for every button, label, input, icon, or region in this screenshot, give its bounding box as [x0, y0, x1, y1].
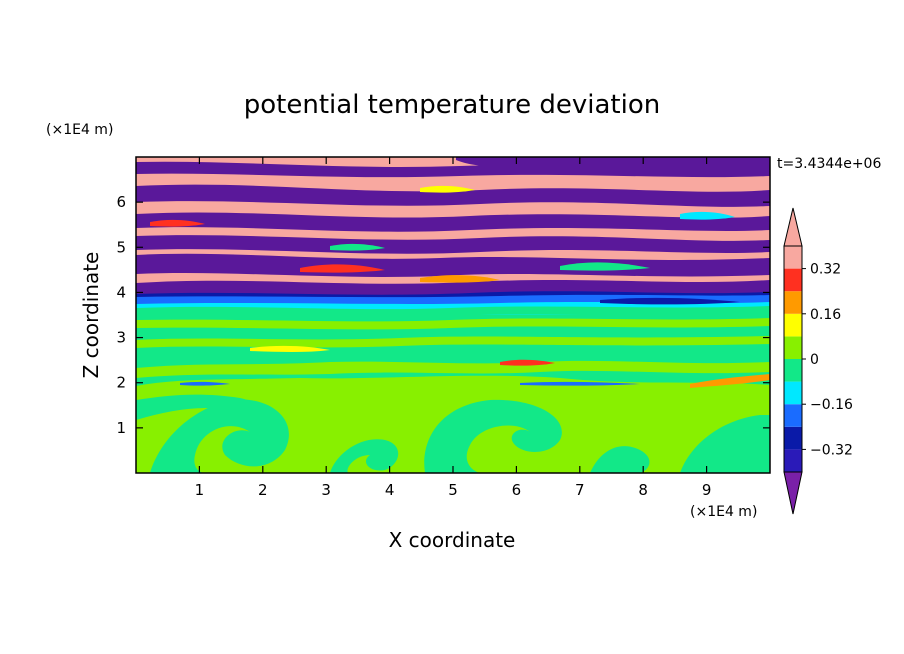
- upper-green-1: [560, 262, 650, 271]
- colorbar: −0.32 −0.16 0 0.16 0.32: [783, 207, 853, 515]
- x-tick-label: 5: [448, 481, 458, 499]
- swirl-2: [330, 439, 399, 473]
- heatmap-field: [136, 157, 770, 473]
- purple-layer-6: [136, 161, 770, 178]
- purple-layer-4: [136, 212, 770, 232]
- swirl-4: [590, 446, 650, 473]
- mid-streak-3: [136, 318, 770, 330]
- upper-green-2: [330, 243, 385, 251]
- upper-cyan-1: [680, 211, 735, 220]
- y-tick-label: 5: [116, 238, 126, 256]
- colorbar-tick-label: 0.32: [810, 262, 841, 278]
- x-tick-label: 2: [258, 481, 268, 499]
- x-tick-label: 7: [575, 481, 585, 499]
- y-tick-label: 1: [116, 419, 126, 437]
- upper-yellow-1: [420, 185, 475, 193]
- mid-streak-1: [136, 360, 770, 378]
- x-tick-label: 6: [512, 481, 522, 499]
- upper-red-1: [300, 264, 385, 273]
- purple-layer-top: [456, 157, 770, 169]
- colorbar-over-triangle: [783, 207, 803, 247]
- purple-layer-5: [136, 184, 770, 207]
- time-label: t=3.4344e+06: [777, 156, 881, 172]
- colorbar-tick-label: 0: [810, 352, 819, 368]
- upper-orange-1: [420, 275, 500, 283]
- purple-layer-2: [136, 253, 770, 277]
- streak-red-1: [500, 359, 555, 366]
- streak-orange-1: [690, 374, 770, 388]
- x-tick-label: 1: [195, 481, 205, 499]
- x-unit-label: (×1E4 m): [690, 504, 757, 520]
- x-axis-title: X coordinate: [389, 528, 516, 552]
- streak-blue-2: [180, 381, 230, 386]
- colorbar-swatch: [784, 336, 802, 359]
- colorbar-swatch: [784, 449, 802, 472]
- colorbar-swatch: [784, 268, 802, 292]
- mid-streak-2: [136, 336, 770, 348]
- colorbar-swatch: [784, 404, 802, 427]
- swirl-1: [150, 399, 289, 473]
- swirl-3: [424, 399, 562, 473]
- y-axis-title: Z coordinate: [79, 252, 103, 379]
- colorbar-tick-label: −0.32: [810, 442, 853, 458]
- colorbar-swatch: [784, 246, 802, 269]
- colorbar-tick-label: 0.16: [810, 307, 841, 323]
- y-tick-label: 6: [116, 193, 126, 211]
- purple-layer-3: [136, 235, 770, 254]
- colorbar-swatch: [784, 381, 802, 405]
- x-tick-label: 8: [638, 481, 648, 499]
- x-axis: 1 2 3 4 5 6 7 8 9: [195, 157, 712, 499]
- colorbar-swatch: [784, 426, 802, 450]
- y-tick-label: 4: [116, 283, 126, 301]
- cyan-band-edge: [136, 306, 770, 318]
- swirl-5: [680, 415, 770, 473]
- x-tick-label: 4: [385, 481, 395, 499]
- colorbar-tick-label: −0.16: [810, 397, 853, 413]
- x-tick-label: 3: [321, 481, 331, 499]
- swirl-6: [136, 394, 251, 420]
- y-tick-label: 3: [116, 329, 126, 347]
- chart-title: potential temperature deviation: [244, 90, 660, 120]
- x-tick-label: 9: [702, 481, 712, 499]
- streak-blue-1: [520, 381, 640, 386]
- streak-yellow-1: [250, 345, 330, 352]
- y-axis: 1 2 3 4 5 6: [116, 193, 770, 437]
- colorbar-swatch: [784, 313, 802, 337]
- y-tick-label: 2: [116, 374, 126, 392]
- upper-red-2: [150, 219, 205, 227]
- colorbar-under-triangle: [783, 471, 803, 515]
- colorbar-swatch: [784, 291, 802, 314]
- purple-layer-1: [136, 280, 770, 295]
- y-unit-label: (×1E4 m): [46, 122, 113, 138]
- colorbar-swatch: [784, 359, 802, 382]
- dark-streak-1: [600, 297, 740, 305]
